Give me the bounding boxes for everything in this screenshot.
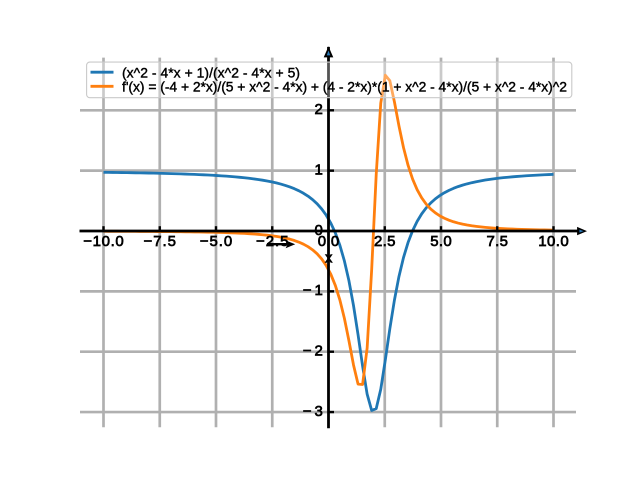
svg-text:5.0: 5.0 (430, 233, 452, 250)
svg-text:−7.5: −7.5 (144, 233, 177, 250)
svg-text:−2.5: −2.5 (256, 233, 289, 250)
svg-text:2: 2 (314, 101, 322, 118)
svg-text:2.5: 2.5 (374, 233, 396, 250)
svg-text:(x^2 - 4*x + 1)/(x^2 - 4*x + 5: (x^2 - 4*x + 1)/(x^2 - 4*x + 5) (122, 64, 300, 80)
svg-text:−10.0: −10.0 (83, 233, 124, 250)
svg-text:−5.0: −5.0 (200, 233, 233, 250)
svg-text:1: 1 (314, 161, 322, 178)
svg-text:f'(x) = (-4 + 2*x)/(5 + x^2 -: f'(x) = (-4 + 2*x)/(5 + x^2 - 4*x) + (4 … (122, 78, 567, 94)
svg-text:10.0: 10.0 (538, 233, 569, 250)
svg-text:7.5: 7.5 (487, 233, 509, 250)
svg-text:x: x (325, 250, 333, 267)
